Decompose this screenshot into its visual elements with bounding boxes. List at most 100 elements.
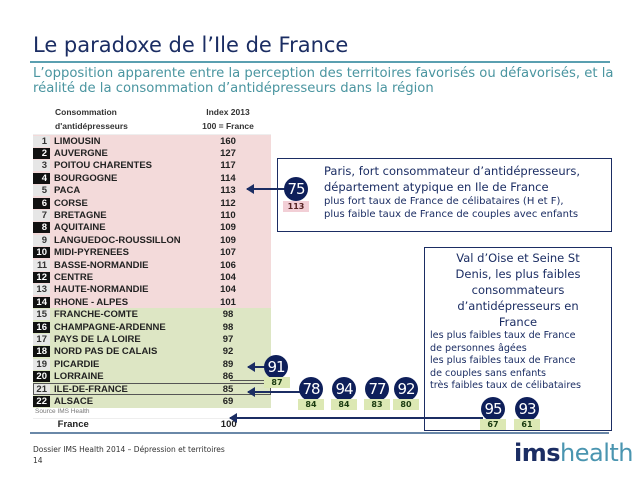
region-index: 101 <box>220 296 236 308</box>
region-name: CENTRE <box>54 271 94 283</box>
table-row: 13 HAUTE-NORMANDIE 104 <box>33 283 271 297</box>
rank: 13 <box>33 284 50 296</box>
rank: 22 <box>33 395 50 407</box>
region-index: 89 <box>222 358 234 370</box>
rank: 15 <box>33 309 50 321</box>
rank: 21 <box>33 383 50 395</box>
region-index: 85 <box>222 383 234 395</box>
rank: 16 <box>33 321 50 333</box>
region-name: AQUITAINE <box>54 222 106 234</box>
region-name: NORD PAS DE CALAIS <box>54 346 158 358</box>
idf-row-line <box>230 380 264 381</box>
region-index: 104 <box>220 284 236 296</box>
imshealth-logo: imshealth <box>514 439 634 467</box>
region-index: 112 <box>220 197 236 209</box>
col-header-index: Index 2013 <box>206 107 250 117</box>
dept-92-index: 80 <box>393 399 419 410</box>
rank: 1 <box>33 135 50 147</box>
valdoise-line-2: de personnes âgées <box>430 342 527 354</box>
region-index: 113 <box>220 185 236 197</box>
dept-78-index: 84 <box>298 399 324 410</box>
table-row: 20 LORRAINE 86 <box>33 370 271 383</box>
region-index: 86 <box>222 371 234 383</box>
region-name: LANGUEDOC-ROUSSILLON <box>54 234 181 246</box>
region-name: PACA <box>54 185 81 197</box>
col-header-index-2: 100 = France <box>202 121 254 131</box>
total-row: France 100 <box>33 417 271 431</box>
paris-line-4: plus faible taux de France de couples av… <box>324 209 579 220</box>
rank: 19 <box>33 358 50 370</box>
paris-line-2: département atypique en Ile de France <box>324 180 549 194</box>
region-name: BRETAGNE <box>54 210 107 222</box>
table-row: 18 NORD PAS DE CALAIS 92 <box>33 345 271 359</box>
logo-light: health <box>560 439 634 467</box>
table-row: 6 CORSE 112 <box>33 196 271 210</box>
dept-95-index: 67 <box>480 419 506 430</box>
valdoise-line-4: de couples sans enfants <box>430 367 547 379</box>
region-index: 98 <box>222 321 234 333</box>
region-name: BASSE-NORMANDIE <box>54 259 149 271</box>
table-row: 8 AQUITAINE 109 <box>33 221 271 235</box>
rank: 6 <box>33 197 50 209</box>
source-note: Source IMS Health <box>33 407 271 418</box>
region-name: POITOU CHARENTES <box>54 160 153 172</box>
rank: 17 <box>33 333 50 345</box>
table-body: 1 LIMOUSIN 160 2 AUVERGNE 127 3 POITOU CHARENTE… <box>33 135 271 408</box>
valdoise-head-5: France <box>498 315 538 329</box>
region-name: RHONE - ALPES <box>54 296 129 308</box>
col-header-region: Consommation <box>55 107 117 117</box>
region-index: 107 <box>220 247 236 259</box>
region-index: 160 <box>220 135 236 147</box>
ranking-table: Consommation d'antidépresseurs Index 2013… <box>33 100 271 431</box>
table-row: 1 LIMOUSIN 160 <box>33 135 271 148</box>
table-row: 14 RHONE - ALPES 101 <box>33 296 271 309</box>
region-name: MIDI-PYRENEES <box>54 247 129 259</box>
table-row: 15 FRANCHE-COMTE 98 <box>33 308 271 321</box>
valdoise-head-4: d’antidépresseurs en <box>457 299 579 313</box>
paris-line-1: Paris, fort consommateur d’antidépresseu… <box>324 164 580 178</box>
region-index: 110 <box>220 210 236 222</box>
rank: 9 <box>33 234 50 246</box>
table-row: 4 BOURGOGNE 114 <box>33 172 271 185</box>
rank: 11 <box>33 259 50 271</box>
region-index: 97 <box>222 333 234 345</box>
table-row: 9 LANGUEDOC-ROUSSILLON 109 <box>33 234 271 247</box>
footer: Dossier IMS Health 2014 – Dépression et … <box>33 444 225 466</box>
region-index: 109 <box>220 222 236 234</box>
region-name: CORSE <box>54 197 88 209</box>
title-divider <box>30 61 610 63</box>
page-title: Le paradoxe de l’Ile de France <box>33 33 349 57</box>
rank: 10 <box>33 247 50 259</box>
region-name: ILE-DE-FRANCE <box>54 383 128 395</box>
arrow-75 <box>246 184 285 194</box>
region-index: 104 <box>220 271 236 283</box>
table-row: 2 AUVERGNE 127 <box>33 147 271 160</box>
region-index: 127 <box>220 148 236 160</box>
region-name: ALSACE <box>54 395 94 407</box>
page-number: 14 <box>33 456 43 465</box>
region-index: 69 <box>222 395 234 407</box>
table-row: 11 BASSE-NORMANDIE 106 <box>33 258 271 272</box>
table-row: 3 POITOU CHARENTES 117 <box>33 159 271 173</box>
table-row: 22 ALSACE 69 <box>33 395 271 408</box>
region-index: 92 <box>222 346 234 358</box>
valdoise-text: Val d’Oise et Seine St Denis, les plus f… <box>426 250 610 393</box>
dept-94-circle: 94 <box>332 377 356 401</box>
table-row: 5 PACA 113 <box>33 184 271 197</box>
footer-divider <box>30 432 609 434</box>
arrow-91 <box>247 362 266 372</box>
arrow-idf <box>247 387 300 397</box>
dept-77-circle: 77 <box>365 377 389 401</box>
region-name: FRANCHE-COMTE <box>54 309 138 321</box>
paris-line-3: plus fort taux de France de célibataires… <box>324 196 564 207</box>
region-name: LORRAINE <box>54 371 104 383</box>
valdoise-line-1: les plus faibles taux de France <box>430 330 576 341</box>
dept-91-index: 87 <box>264 377 290 388</box>
arrow-france <box>229 413 483 423</box>
table-header: Consommation d'antidépresseurs Index 2013… <box>33 100 271 135</box>
table-row: 21 ILE-DE-FRANCE 85 <box>33 382 271 396</box>
rank: 20 <box>33 371 50 383</box>
logo-bold: ims <box>514 439 561 467</box>
region-index: 106 <box>220 259 236 271</box>
total-index: 100 <box>220 419 237 431</box>
